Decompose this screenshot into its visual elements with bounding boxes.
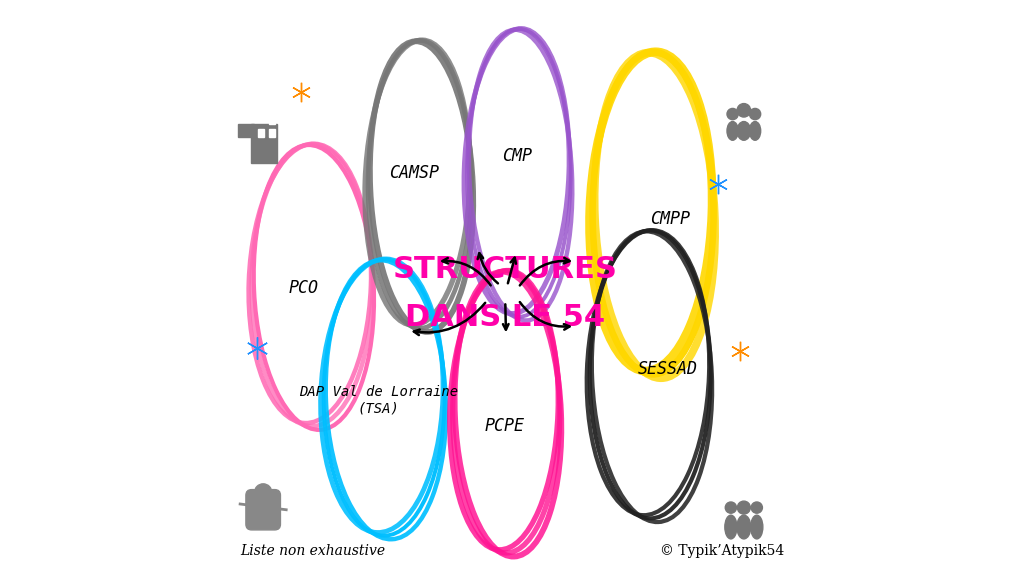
Ellipse shape [737, 515, 751, 539]
Circle shape [255, 484, 271, 501]
Text: STRUCTURES: STRUCTURES [392, 255, 617, 284]
FancyBboxPatch shape [246, 490, 281, 530]
Text: CAMSP: CAMSP [389, 164, 439, 182]
Bar [251, 124, 278, 162]
Ellipse shape [727, 122, 738, 140]
Polygon shape [239, 124, 254, 137]
Ellipse shape [750, 122, 761, 140]
Text: DAP Val de Lorraine
(TSA): DAP Val de Lorraine (TSA) [299, 385, 458, 415]
Text: DANS LE 54: DANS LE 54 [406, 304, 605, 332]
Bar [258, 129, 264, 137]
Text: © Typik’Atypik54: © Typik’Atypik54 [659, 544, 784, 558]
Bar [241, 150, 249, 162]
Circle shape [727, 108, 738, 120]
Circle shape [750, 108, 761, 120]
Text: PCPE: PCPE [484, 417, 524, 435]
Text: SESSAD: SESSAD [638, 359, 697, 378]
Circle shape [737, 501, 751, 514]
Circle shape [752, 502, 763, 513]
Ellipse shape [737, 122, 751, 140]
Bar [268, 129, 275, 137]
Text: PCO: PCO [289, 279, 318, 297]
Circle shape [737, 104, 751, 117]
Circle shape [725, 502, 736, 513]
Bar [268, 116, 275, 124]
Text: CMP: CMP [502, 146, 531, 165]
Ellipse shape [725, 515, 737, 539]
Text: Liste non exhaustive: Liste non exhaustive [240, 544, 385, 558]
Text: CMPP: CMPP [650, 210, 690, 228]
Ellipse shape [751, 515, 763, 539]
